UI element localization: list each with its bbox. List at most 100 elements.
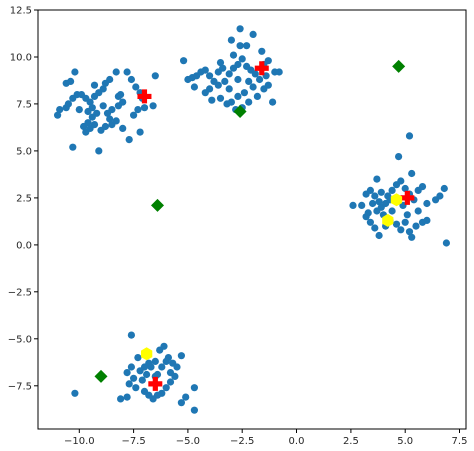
y-tick-label: 10.0 — [10, 53, 32, 64]
data-point — [103, 109, 112, 117]
data-point — [373, 175, 381, 183]
data-point — [253, 92, 261, 100]
data-point — [214, 68, 222, 76]
data-point — [130, 374, 138, 382]
data-point — [71, 68, 79, 76]
data-point — [123, 68, 131, 76]
data-point — [112, 68, 120, 76]
data-point — [201, 89, 209, 97]
plot-area — [54, 25, 450, 414]
data-point — [123, 369, 131, 377]
y-tick-label: 5.0 — [16, 146, 32, 157]
x-tick-label: −10.0 — [64, 436, 95, 447]
data-point — [136, 128, 144, 136]
data-point — [99, 102, 107, 110]
hexagon-marker — [382, 213, 394, 227]
data-point — [234, 92, 242, 100]
data-point — [166, 378, 175, 386]
x-tick-label: 5.0 — [397, 436, 413, 447]
data-point — [151, 72, 159, 80]
data-point — [208, 96, 216, 104]
y-axis: −7.5 −5.0 −2.5 0.0 2.5 5.0 7.5 10.0 12.5 — [8, 6, 38, 392]
data-point — [256, 75, 264, 84]
diamond-marker — [94, 369, 108, 383]
data-point — [371, 224, 379, 232]
data-point — [418, 183, 427, 191]
data-point — [201, 66, 209, 74]
data-point — [117, 395, 125, 403]
data-point — [134, 354, 142, 362]
data-point — [395, 153, 403, 161]
data-point — [88, 113, 96, 121]
data-point — [184, 75, 192, 84]
plus-marker — [400, 190, 415, 205]
data-point — [206, 72, 214, 80]
data-point — [151, 357, 159, 365]
data-point — [162, 357, 170, 365]
data-point — [364, 209, 372, 217]
x-tick-label: −2.5 — [230, 436, 254, 447]
data-point — [99, 85, 107, 93]
data-point — [86, 98, 94, 106]
hexagon-marker — [390, 193, 403, 207]
data-point — [251, 70, 259, 78]
data-point — [90, 81, 99, 89]
data-point — [264, 57, 272, 65]
data-point — [56, 106, 64, 114]
data-point — [392, 220, 401, 228]
data-point — [236, 25, 244, 33]
y-tick-label: −5.0 — [8, 334, 32, 345]
data-point — [216, 59, 225, 67]
data-point — [127, 363, 135, 371]
plus-marker — [254, 61, 269, 76]
data-point — [249, 83, 257, 91]
data-point — [373, 207, 381, 215]
data-point — [358, 201, 366, 209]
data-point — [243, 42, 251, 50]
data-point — [229, 51, 238, 59]
data-point — [375, 231, 383, 240]
data-point — [412, 222, 420, 230]
data-point — [377, 188, 385, 196]
data-point — [397, 177, 405, 185]
data-point — [166, 369, 175, 377]
data-point — [117, 91, 125, 99]
x-axis: −10.0 −7.5 −5.0 −2.5 0.0 2.5 5.0 7.5 — [64, 429, 467, 447]
data-point — [106, 115, 114, 123]
diamond-marker — [233, 104, 247, 118]
y-tick-label: 12.5 — [10, 6, 32, 17]
data-point — [80, 122, 88, 131]
x-tick-label: −7.5 — [121, 436, 145, 447]
data-point — [375, 198, 383, 206]
data-point — [408, 233, 416, 241]
data-point — [397, 226, 405, 234]
data-point — [158, 363, 166, 371]
data-point — [405, 132, 414, 140]
data-point — [366, 218, 374, 226]
data-point — [140, 104, 149, 112]
data-point — [388, 207, 396, 215]
hexagon-marker — [141, 347, 153, 361]
data-point — [240, 89, 248, 97]
data-point — [64, 100, 72, 108]
data-point — [106, 75, 114, 84]
data-point — [123, 393, 131, 401]
data-point — [90, 121, 99, 129]
x-tick-label: 0.0 — [289, 436, 305, 447]
data-point — [401, 184, 409, 193]
x-tick-label: 2.5 — [343, 436, 359, 447]
data-point — [119, 124, 127, 132]
data-point — [69, 143, 77, 151]
data-point — [388, 186, 396, 194]
diamond-marker — [150, 198, 164, 212]
data-point — [371, 192, 379, 200]
data-point — [245, 77, 253, 85]
y-tick-label: 7.5 — [16, 99, 32, 110]
data-point — [143, 370, 151, 379]
data-point — [84, 107, 92, 116]
data-point — [127, 331, 135, 339]
data-point — [114, 102, 122, 110]
data-point — [440, 184, 448, 193]
y-tick-label: −7.5 — [8, 381, 32, 392]
